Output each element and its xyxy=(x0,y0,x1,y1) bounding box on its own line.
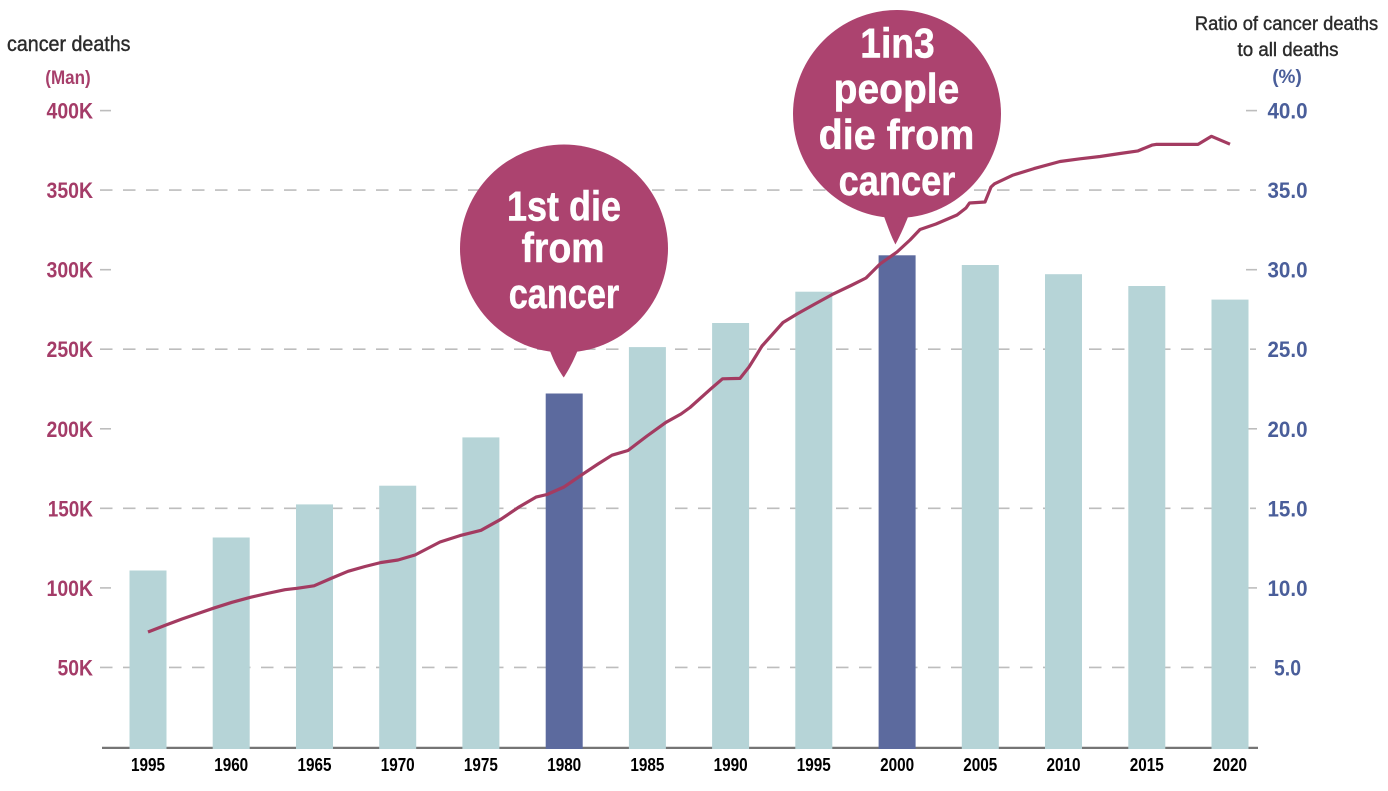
svg-text:2010: 2010 xyxy=(1047,755,1081,775)
svg-text:25.0: 25.0 xyxy=(1268,337,1308,362)
svg-text:2020: 2020 xyxy=(1213,755,1247,775)
svg-text:150K: 150K xyxy=(48,496,93,521)
svg-text:30.0: 30.0 xyxy=(1268,258,1308,283)
svg-text:40.0: 40.0 xyxy=(1268,99,1308,124)
svg-text:15.0: 15.0 xyxy=(1268,496,1308,521)
svg-text:350K: 350K xyxy=(47,178,94,203)
svg-text:1in3: 1in3 xyxy=(860,20,934,67)
svg-text:1st die: 1st die xyxy=(507,183,621,230)
svg-text:100K: 100K xyxy=(47,576,94,601)
svg-text:35.0: 35.0 xyxy=(1268,178,1308,203)
svg-text:2000: 2000 xyxy=(880,755,914,775)
svg-text:cancer: cancer xyxy=(509,270,620,317)
svg-text:1965: 1965 xyxy=(298,755,332,775)
svg-text:200K: 200K xyxy=(47,417,94,442)
svg-text:400K: 400K xyxy=(47,99,94,124)
svg-text:1970: 1970 xyxy=(381,755,415,775)
svg-text:from: from xyxy=(522,224,605,271)
svg-text:10.0: 10.0 xyxy=(1268,576,1308,601)
svg-text:250K: 250K xyxy=(47,337,94,362)
svg-text:300K: 300K xyxy=(47,258,94,283)
svg-text:50K: 50K xyxy=(58,655,94,680)
svg-text:1995: 1995 xyxy=(797,755,831,775)
svg-text:1995: 1995 xyxy=(131,755,165,775)
svg-text:1960: 1960 xyxy=(214,755,248,775)
svg-text:1990: 1990 xyxy=(714,755,748,775)
svg-text:to all deaths: to all deaths xyxy=(1238,40,1339,61)
svg-text:people: people xyxy=(834,65,960,112)
svg-text:20.0: 20.0 xyxy=(1268,417,1308,442)
svg-text:cancer deaths: cancer deaths xyxy=(7,33,131,56)
svg-text:cancer: cancer xyxy=(839,157,956,204)
svg-text:5.0: 5.0 xyxy=(1274,655,1301,680)
svg-text:(Man): (Man) xyxy=(45,68,90,89)
svg-text:2005: 2005 xyxy=(963,755,997,775)
svg-text:Ratio of cancer deaths: Ratio of cancer deaths xyxy=(1195,14,1378,35)
svg-text:die from: die from xyxy=(819,111,975,158)
svg-text:(%): (%) xyxy=(1272,67,1302,88)
svg-text:1975: 1975 xyxy=(464,755,498,775)
svg-text:1980: 1980 xyxy=(547,755,581,775)
svg-text:2015: 2015 xyxy=(1130,755,1164,775)
svg-text:1985: 1985 xyxy=(630,755,664,775)
